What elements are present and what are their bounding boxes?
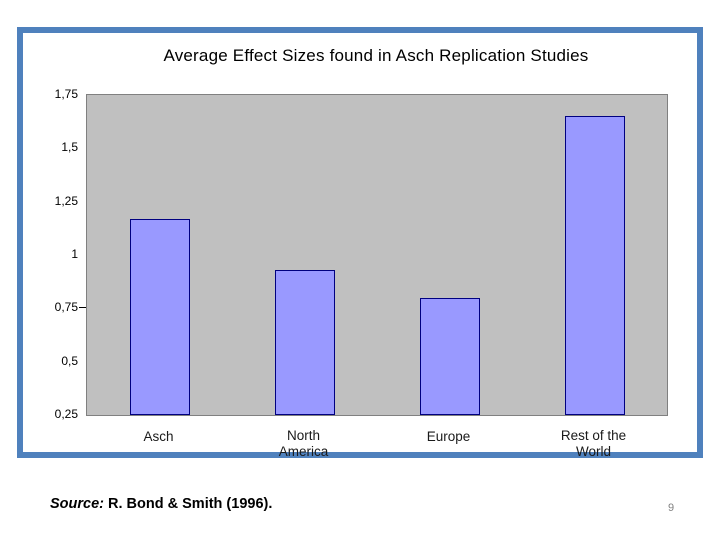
y-axis: 1,75 1,5 1,25 1 0,75 0,5 0,25 <box>34 87 80 421</box>
source-citation: R. Bond & Smith (1996). <box>104 496 273 512</box>
y-axis-tick-label: 0,25 <box>54 407 78 421</box>
source-note: Source: R. Bond & Smith (1996). <box>50 496 272 512</box>
y-axis-tick-label: 1,75 <box>54 87 78 101</box>
y-axis-tick-label: 0,75 <box>54 300 78 314</box>
x-axis-labels: Asch North America Europe Rest of the World <box>86 428 666 461</box>
y-axis-tick-label: 1 <box>71 247 78 261</box>
chart-title: Average Effect Sizes found in Asch Repli… <box>163 46 589 65</box>
category-label: North America <box>278 428 329 459</box>
category-label: Europe <box>426 429 471 444</box>
category-column: North America <box>231 428 376 461</box>
y-axis-tick-mark <box>79 307 86 308</box>
category-column: Rest of the World <box>521 428 666 461</box>
y-axis-tick-label: 1,5 <box>61 140 78 154</box>
bar-rest-of-the-world <box>565 116 625 415</box>
bar-asch <box>130 219 190 415</box>
plot-area <box>86 94 668 416</box>
category-label: Asch <box>143 429 174 444</box>
bar-europe <box>420 298 480 415</box>
y-axis-tick-label: 0,5 <box>61 354 78 368</box>
source-label: Source: <box>50 496 104 512</box>
category-column: Asch <box>86 428 231 461</box>
bar-north-america <box>275 270 335 415</box>
y-axis-tick-label: 1,25 <box>54 194 78 208</box>
slide-border <box>17 27 703 458</box>
category-column: Europe <box>376 428 521 461</box>
page-number: 9 <box>668 502 675 514</box>
category-label: Rest of the World <box>560 428 627 459</box>
